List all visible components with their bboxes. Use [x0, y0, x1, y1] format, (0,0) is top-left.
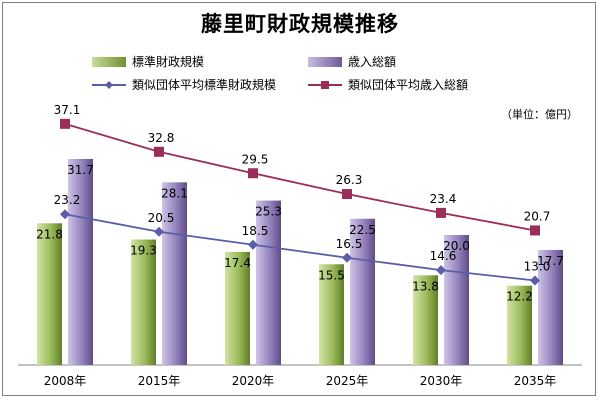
bar-revenue-total	[162, 182, 187, 365]
data-label: 16.5	[336, 237, 363, 251]
data-label: 22.5	[349, 223, 376, 237]
data-label: 17.7	[537, 254, 564, 268]
line-marker-square	[154, 146, 164, 157]
legend-item-revenue-total: 歳入総額	[308, 53, 396, 70]
data-label: 14.6	[430, 249, 457, 263]
data-label: 29.5	[242, 152, 269, 166]
legend-item-similar-revenue: 類似団体平均歳入総額	[308, 76, 468, 93]
legend-swatch-bar-green	[92, 56, 126, 67]
data-label: 20.5	[148, 211, 175, 225]
chart-frame	[2, 2, 596, 396]
data-label: 12.2	[506, 290, 533, 304]
line-marker-square	[342, 189, 352, 200]
chart-title: 藤里町財政規模推移	[201, 12, 399, 36]
data-label: 15.5	[318, 268, 345, 282]
bar-revenue-total	[350, 218, 375, 365]
data-label: 13.0	[524, 260, 551, 274]
x-tick-label: 2020年	[232, 374, 275, 388]
bar-revenue-total	[256, 200, 281, 365]
data-label: 23.4	[430, 192, 457, 206]
line-marker-square	[248, 168, 258, 179]
legend-swatch-line-square	[308, 80, 342, 89]
line-marker-square	[530, 225, 540, 236]
bar-revenue-total	[68, 158, 93, 365]
line-marker-diamond	[342, 252, 352, 263]
unit-label: （単位：億円）	[501, 108, 578, 121]
data-label: 13.8	[412, 279, 439, 293]
bar-standard-scale	[413, 275, 438, 365]
x-tick-label: 2035年	[514, 374, 557, 388]
x-tick-label: 2008年	[44, 374, 87, 388]
data-label: 31.7	[67, 163, 94, 177]
data-label: 28.1	[161, 186, 188, 200]
line-marker-diamond	[154, 226, 164, 237]
line-marker-diamond	[60, 209, 70, 220]
x-tick-label: 2025年	[326, 374, 369, 388]
bar-standard-scale	[319, 264, 344, 365]
line-marker-diamond	[530, 275, 540, 286]
bar-revenue-total	[538, 249, 563, 365]
line-marker-square	[60, 118, 70, 129]
data-label: 20.0	[443, 239, 470, 253]
legend-swatch-line-diamond	[92, 80, 126, 89]
legend-item-standard-scale: 標準財政規模	[92, 53, 204, 70]
line-marker-square	[436, 207, 446, 218]
data-label: 20.7	[524, 209, 551, 223]
data-label: 21.8	[36, 227, 63, 241]
data-label: 23.2	[54, 193, 81, 207]
data-label: 32.8	[148, 131, 175, 145]
data-label: 37.1	[54, 103, 81, 117]
bar-standard-scale	[37, 223, 62, 365]
line-marker-diamond	[436, 265, 446, 276]
data-label: 26.3	[336, 173, 363, 187]
series-line-similar-standard	[64, 213, 536, 282]
data-label: 18.5	[242, 224, 269, 238]
x-tick-label: 2015年	[138, 374, 181, 388]
x-tick-label: 2030年	[420, 374, 463, 388]
data-label: 17.4	[224, 256, 251, 270]
legend-swatch-bar-purple	[308, 56, 342, 67]
bar-standard-scale	[131, 239, 156, 365]
legend-label: 標準財政規模	[132, 55, 205, 69]
bar-standard-scale	[507, 285, 532, 365]
line-marker-diamond	[248, 239, 258, 250]
bar-standard-scale	[225, 251, 250, 365]
bar-revenue-total	[444, 235, 469, 365]
data-label: 19.3	[130, 244, 157, 258]
legend-label: 類似団体平均歳入総額	[348, 78, 469, 92]
series-line-similar-revenue	[64, 122, 536, 232]
legend-item-similar-standard: 類似団体平均標準財政規模	[92, 76, 276, 93]
data-label: 25.3	[255, 205, 282, 219]
legend-label: 歳入総額	[348, 55, 397, 69]
legend-label: 類似団体平均標準財政規模	[132, 78, 277, 92]
